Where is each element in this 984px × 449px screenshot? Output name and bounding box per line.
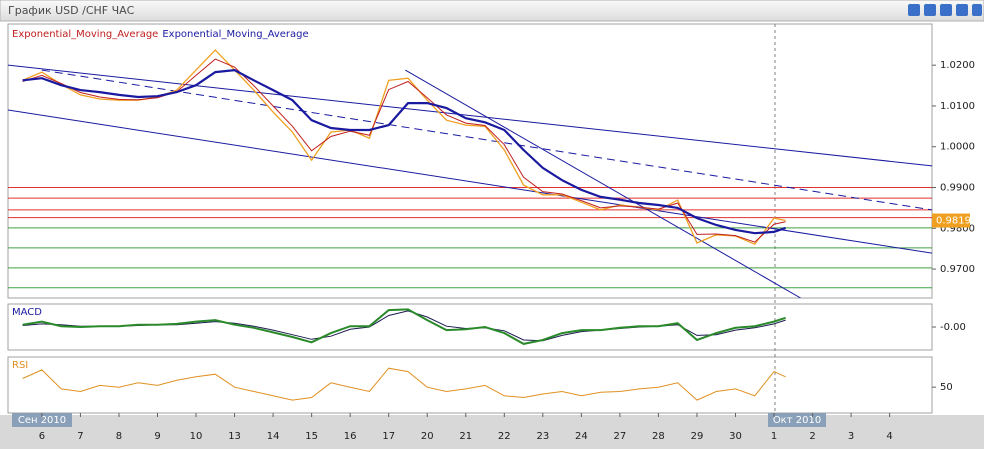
window-title: График USD /CHF ЧАС <box>8 4 135 17</box>
x-tick-label: 30 <box>729 431 742 442</box>
rsi-panel <box>7 356 933 414</box>
x-tick-label: 27 <box>614 431 627 442</box>
x-tick-label: 8 <box>116 431 122 442</box>
x-tick-label: 28 <box>652 431 665 442</box>
y-tick-label: -0.00 <box>940 322 966 333</box>
x-tick-label: 22 <box>498 431 511 442</box>
x-tick-label: 20 <box>421 431 434 442</box>
x-tick-label: 16 <box>344 431 357 442</box>
y-tick-label: 1.0200 <box>940 60 975 71</box>
trend-line <box>8 109 932 254</box>
close-button[interactable] <box>972 4 982 16</box>
y-tick-label: 1.0000 <box>940 142 975 153</box>
title-bar <box>0 0 984 22</box>
y-tick-label: 0.9700 <box>940 264 975 275</box>
x-tick-label: 7 <box>77 431 83 442</box>
series-line <box>22 367 786 401</box>
x-tick-label: 4 <box>886 431 892 442</box>
x-tick-label: 10 <box>190 431 203 442</box>
legend-entry: Exponential_Moving_Average <box>162 29 308 40</box>
x-tick-label: 13 <box>228 431 241 442</box>
window-buttons[interactable] <box>908 4 982 16</box>
x-tick-label: 9 <box>154 431 160 442</box>
x-tick-label: 24 <box>575 431 588 442</box>
x-tick-label: 29 <box>691 431 704 442</box>
x-tick-label: 15 <box>305 431 318 442</box>
series-group <box>8 49 932 298</box>
month-label-box <box>12 413 72 427</box>
series-line <box>22 68 786 235</box>
x-tick-label: 1 <box>771 431 777 442</box>
y-tick-label: 0.9900 <box>940 183 975 194</box>
trend-line <box>405 69 801 298</box>
x-tick-label: 6 <box>39 431 45 442</box>
month-label: Окт 2010 <box>773 415 821 426</box>
trend-line <box>41 69 932 211</box>
help-button[interactable] <box>908 4 920 16</box>
x-axis-band <box>0 415 984 449</box>
y-tick-label: 1.0100 <box>940 101 975 112</box>
maximize-button[interactable] <box>956 4 968 16</box>
plot-area <box>22 308 786 345</box>
month-label-box <box>768 413 826 427</box>
x-tick-label: 21 <box>459 431 472 442</box>
x-tick-label: 23 <box>536 431 549 442</box>
panel-label: RSI <box>12 360 28 371</box>
x-tick-label: 17 <box>382 431 395 442</box>
series-group <box>22 367 786 401</box>
plot-area <box>8 49 932 298</box>
series-group <box>22 308 786 345</box>
panel-label: MACD <box>12 307 42 318</box>
x-tick-label: 3 <box>848 431 854 442</box>
last-price-label: 0.9819 <box>936 216 971 227</box>
price-panel <box>7 23 933 299</box>
macd-panel <box>7 303 933 351</box>
trend-line <box>8 64 932 167</box>
button[interactable] <box>924 4 936 16</box>
minimize-button[interactable] <box>940 4 952 16</box>
legend-entry: Exponential_Moving_Average <box>12 29 158 40</box>
y-tick-label: 0.9800 <box>940 223 975 234</box>
y-tick-label: 50 <box>940 382 953 393</box>
plot-area <box>22 367 786 401</box>
x-tick-label: 2 <box>809 431 815 442</box>
x-tick-label: 14 <box>267 431 280 442</box>
month-label: Сен 2010 <box>18 415 66 426</box>
series-line <box>22 308 786 345</box>
last-price-box <box>932 213 970 228</box>
